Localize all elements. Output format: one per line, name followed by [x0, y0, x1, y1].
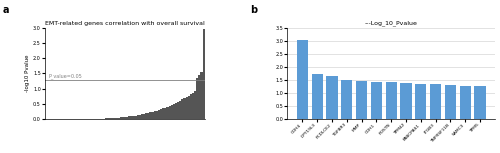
Bar [134, 116, 136, 119]
Bar [356, 81, 367, 119]
Bar [170, 105, 173, 119]
Bar [136, 115, 138, 119]
Bar [113, 118, 116, 119]
Bar [147, 113, 150, 119]
Bar [182, 99, 184, 119]
Bar [198, 75, 200, 119]
Bar [152, 112, 154, 119]
Bar [168, 106, 170, 119]
Bar [120, 117, 122, 119]
Bar [445, 85, 456, 119]
Bar [145, 114, 147, 119]
Bar [460, 86, 471, 119]
Bar [158, 110, 160, 119]
Bar [150, 112, 152, 119]
Text: a: a [2, 5, 9, 15]
Bar [341, 80, 352, 119]
Bar [175, 103, 177, 119]
Bar [190, 94, 192, 119]
Bar [188, 95, 190, 119]
Bar [371, 82, 382, 119]
Bar [116, 118, 117, 119]
Bar [474, 86, 486, 119]
Bar [326, 76, 338, 119]
Bar [177, 102, 179, 119]
Title: EMT-related genes correlation with overall survival: EMT-related genes correlation with overa… [45, 21, 204, 26]
Bar [124, 117, 126, 119]
Y-axis label: -log10 Pvalue: -log10 Pvalue [26, 55, 30, 92]
Bar [122, 117, 124, 119]
Bar [202, 29, 204, 119]
Bar [138, 115, 141, 119]
Bar [141, 114, 143, 119]
Bar [107, 118, 109, 119]
Bar [164, 108, 166, 119]
Bar [162, 108, 164, 119]
Bar [109, 118, 111, 119]
Bar [386, 82, 396, 119]
Bar [166, 107, 168, 119]
Bar [430, 84, 441, 119]
Bar [143, 114, 145, 119]
Bar [156, 111, 158, 119]
Bar [132, 116, 134, 119]
Bar [173, 104, 175, 119]
Bar [192, 93, 194, 119]
Bar [179, 101, 182, 119]
Title: ---Log_10_Pvalue: ---Log_10_Pvalue [364, 21, 418, 26]
Bar [111, 118, 113, 119]
Bar [312, 74, 322, 119]
Bar [160, 109, 162, 119]
Bar [415, 84, 426, 119]
Bar [118, 118, 120, 119]
Bar [186, 97, 188, 119]
Bar [184, 98, 186, 119]
Bar [297, 40, 308, 119]
Bar [196, 78, 198, 119]
Bar [194, 91, 196, 119]
Bar [126, 117, 128, 119]
Bar [400, 83, 411, 119]
Bar [104, 118, 107, 119]
Bar [128, 116, 130, 119]
Text: P_value=0.05: P_value=0.05 [48, 73, 82, 79]
Text: b: b [250, 5, 257, 15]
Bar [130, 116, 132, 119]
Bar [154, 111, 156, 119]
Bar [200, 72, 202, 119]
